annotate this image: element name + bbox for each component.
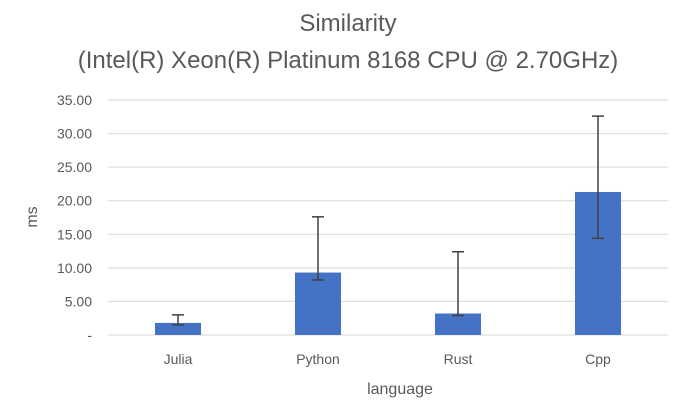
y-tick-label: - bbox=[87, 327, 92, 343]
x-axis-ticks: Julia Python Rust Cpp bbox=[164, 351, 611, 367]
x-tick-label: Julia bbox=[164, 351, 193, 367]
bars bbox=[155, 191, 621, 335]
gridlines bbox=[108, 99, 668, 336]
bar-python bbox=[295, 272, 341, 335]
x-axis-label: language bbox=[367, 381, 433, 398]
x-tick-label: Python bbox=[296, 351, 340, 367]
y-tick-label: 25.00 bbox=[57, 159, 92, 175]
y-tick-label: 15.00 bbox=[57, 226, 92, 242]
y-tick-label: 20.00 bbox=[57, 193, 92, 209]
chart-title: Similarity bbox=[299, 10, 396, 37]
y-tick-label: 5.00 bbox=[65, 293, 92, 309]
y-tick-label: 10.00 bbox=[57, 260, 92, 276]
bar-julia bbox=[155, 322, 201, 335]
error-bars bbox=[172, 115, 604, 326]
y-axis-ticks: - 5.00 10.00 15.00 20.00 25.00 30.00 35.00 bbox=[57, 92, 92, 343]
y-tick-label: 30.00 bbox=[57, 126, 92, 142]
chart-subtitle: (Intel(R) Xeon(R) Platinum 8168 CPU @ 2.… bbox=[78, 47, 619, 74]
y-tick-label: 35.00 bbox=[57, 92, 92, 108]
x-tick-label: Cpp bbox=[585, 351, 611, 367]
y-axis-label: ms bbox=[24, 206, 41, 227]
bar-rust bbox=[435, 313, 481, 335]
x-tick-label: Rust bbox=[444, 351, 473, 367]
